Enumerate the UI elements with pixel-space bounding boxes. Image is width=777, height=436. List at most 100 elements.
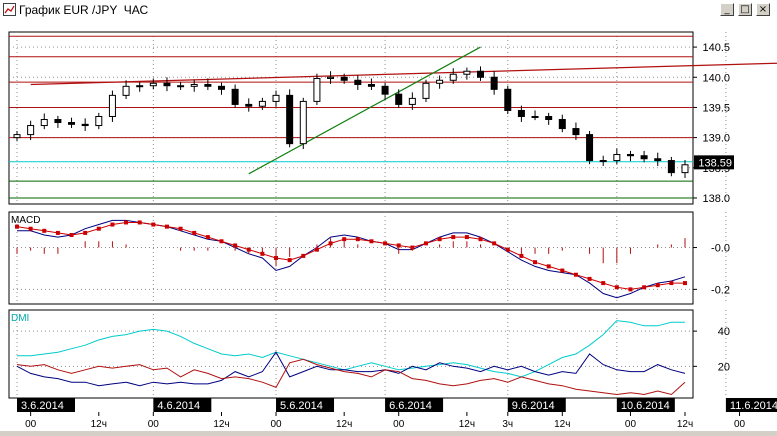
price-ytick-label: 139.5: [702, 102, 730, 114]
macd-signal-point: [301, 253, 306, 258]
candle-body: [367, 84, 375, 87]
macd-signal-point: [355, 237, 360, 242]
candle-body: [245, 103, 253, 107]
candle-body: [599, 160, 607, 163]
chart-app-icon: [3, 3, 16, 16]
date-label-box: [385, 398, 444, 412]
macd-signal-point: [642, 285, 647, 290]
candle-body: [68, 122, 76, 125]
candle-body: [13, 134, 21, 139]
date-label: 3.6.2014: [21, 400, 64, 412]
candle-body: [340, 76, 348, 81]
title-bar[interactable]: График EUR /JPY ЧАС _ □ ×: [0, 0, 777, 21]
macd-signal-point: [124, 220, 129, 225]
candle-body: [654, 158, 662, 162]
candle-body: [163, 82, 171, 87]
dmi-ytick-label: 40: [718, 326, 730, 338]
date-label-box: [725, 398, 777, 412]
candle-body: [449, 73, 457, 81]
date-label: 11.6.2014: [730, 400, 777, 412]
macd-signal-point: [683, 281, 687, 286]
price-ytick-label: 139.0: [702, 133, 730, 145]
close-button[interactable]: ×: [756, 3, 770, 16]
window-title: График EUR /JPY ЧАС: [19, 3, 149, 17]
macd-signal-point: [192, 230, 197, 235]
hour-label: 00: [393, 419, 405, 430]
date-label-box: [17, 398, 75, 412]
macd-ytick-label: -0.2: [711, 284, 730, 296]
macd-title: MACD: [11, 215, 40, 226]
candle-body: [436, 79, 444, 84]
candle-body: [640, 155, 648, 160]
candle-body: [149, 82, 157, 87]
macd-signal-point: [451, 235, 456, 240]
macd-signal-point: [546, 264, 551, 269]
dmi-panel: 20 40 DMI: [8, 309, 730, 399]
candle-body: [217, 85, 225, 90]
candle-body: [136, 85, 144, 88]
macd-signal-point: [628, 287, 633, 292]
candle-body: [108, 94, 116, 117]
candle-body: [545, 115, 553, 121]
macd-signal-point: [219, 239, 224, 244]
macd-signal-point: [369, 239, 374, 244]
hour-label: 12ч: [91, 419, 107, 430]
dmi-frame: [8, 309, 694, 399]
macd-signal-point: [423, 241, 428, 246]
candle-body: [395, 93, 403, 105]
candle-body: [231, 88, 239, 105]
macd-signal-point: [314, 247, 319, 252]
candle-body: [572, 128, 580, 136]
macd-signal-point: [233, 243, 238, 248]
date-label: 5.6.2014: [280, 400, 323, 412]
dmi-ytick-label: 20: [718, 361, 730, 373]
macd-signal-point: [573, 272, 578, 277]
candle-body: [95, 115, 103, 127]
macd-signal-point: [342, 237, 347, 242]
candle-body: [327, 76, 335, 79]
dmi-series-line: [16, 351, 686, 387]
macd-signal-point: [669, 281, 674, 286]
minimize-button[interactable]: _: [720, 3, 734, 16]
macd-signal-point: [560, 268, 565, 273]
trend-line: [248, 46, 481, 175]
candle-body: [204, 84, 212, 87]
candle-body: [626, 154, 634, 157]
macd-signal-point: [655, 283, 660, 288]
hour-label: 12ч: [677, 419, 693, 430]
time-axis: 3.6.2014 4.6.2014 5.6.2014 6.6.2014 9.6.2014…: [17, 398, 777, 430]
candle-body: [463, 70, 471, 75]
price-ytick-label: 138.0: [702, 193, 730, 205]
candle-body: [422, 82, 430, 99]
candle-body: [54, 119, 62, 124]
maximize-button[interactable]: □: [738, 3, 752, 16]
candle-body: [681, 164, 689, 174]
dmi-title: DMI: [11, 313, 29, 324]
macd-signal-point: [533, 260, 538, 265]
minimize-icon: _: [724, 4, 730, 15]
dmi-series-line: [16, 358, 686, 396]
hour-label: 00: [625, 419, 637, 430]
candle-body: [272, 94, 280, 102]
macd-signal-point: [164, 224, 169, 229]
date-label-box: [276, 398, 335, 412]
candle-body: [517, 109, 525, 117]
macd-signal-point: [205, 235, 210, 240]
date-label-box: [507, 398, 566, 412]
candle-body: [586, 134, 594, 162]
candle-body: [477, 70, 485, 78]
macd-panel: -0.2 -0.0 MACD: [8, 211, 730, 305]
macd-signal-point: [28, 226, 33, 231]
last-price-box: [694, 155, 734, 170]
price-ytick-label: 140.0: [702, 72, 730, 84]
macd-frame: [8, 211, 694, 305]
macd-signal-point: [178, 226, 183, 231]
candle-body: [558, 119, 566, 130]
macd-signal-point: [383, 241, 388, 246]
hour-label: 00: [25, 419, 37, 430]
dmi-series-line: [17, 320, 685, 378]
macd-signal-point: [287, 258, 292, 263]
